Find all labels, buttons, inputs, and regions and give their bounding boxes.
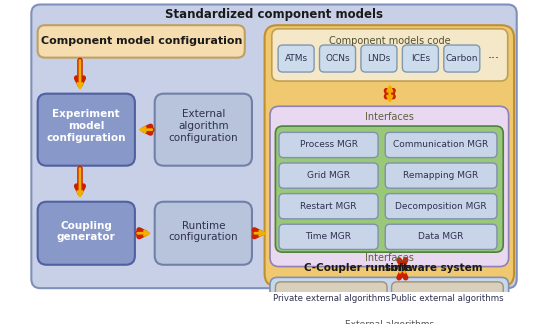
- FancyBboxPatch shape: [361, 45, 397, 72]
- FancyBboxPatch shape: [385, 133, 497, 157]
- FancyBboxPatch shape: [270, 106, 508, 267]
- Text: Restart MGR: Restart MGR: [300, 202, 357, 211]
- FancyBboxPatch shape: [278, 45, 314, 72]
- Text: Interfaces: Interfaces: [365, 112, 414, 122]
- FancyBboxPatch shape: [275, 126, 503, 252]
- Text: Private external algorithms: Private external algorithms: [272, 294, 390, 303]
- Text: Component model configuration: Component model configuration: [40, 36, 242, 46]
- Text: Decomposition MGR: Decomposition MGR: [395, 202, 487, 211]
- Text: Public external algorithms: Public external algorithms: [391, 294, 504, 303]
- Text: Component models code: Component models code: [329, 36, 451, 46]
- Text: External algorithms: External algorithms: [345, 320, 434, 324]
- FancyBboxPatch shape: [38, 202, 135, 265]
- Text: software system: software system: [385, 263, 483, 273]
- Text: ATMs: ATMs: [284, 54, 308, 63]
- FancyBboxPatch shape: [385, 224, 497, 249]
- Text: External
algorithm
configuration: External algorithm configuration: [168, 110, 238, 143]
- Text: Grid MGR: Grid MGR: [307, 171, 350, 180]
- FancyBboxPatch shape: [385, 194, 497, 219]
- Text: Time MGR: Time MGR: [306, 232, 352, 241]
- FancyBboxPatch shape: [32, 5, 517, 288]
- Text: LNDs: LNDs: [367, 54, 391, 63]
- FancyBboxPatch shape: [38, 94, 135, 166]
- FancyBboxPatch shape: [402, 45, 438, 72]
- Text: Data MGR: Data MGR: [419, 232, 464, 241]
- FancyBboxPatch shape: [279, 194, 378, 219]
- Text: Remapping MGR: Remapping MGR: [403, 171, 479, 180]
- FancyBboxPatch shape: [275, 282, 387, 314]
- Text: Standardized component models: Standardized component models: [165, 8, 383, 21]
- Text: OCNs: OCNs: [325, 54, 350, 63]
- Text: Process MGR: Process MGR: [300, 141, 358, 149]
- FancyBboxPatch shape: [319, 45, 355, 72]
- FancyBboxPatch shape: [155, 202, 252, 265]
- FancyBboxPatch shape: [385, 163, 497, 188]
- Text: ICEs: ICEs: [411, 54, 430, 63]
- FancyBboxPatch shape: [264, 25, 514, 286]
- Text: Interfaces: Interfaces: [365, 253, 414, 262]
- Text: Carbon: Carbon: [446, 54, 478, 63]
- FancyBboxPatch shape: [279, 163, 378, 188]
- Text: Communication MGR: Communication MGR: [393, 141, 489, 149]
- FancyBboxPatch shape: [444, 45, 480, 72]
- Text: ···: ···: [487, 52, 499, 65]
- FancyBboxPatch shape: [279, 133, 378, 157]
- Text: Experiment
model
configuration: Experiment model configuration: [46, 110, 126, 143]
- Text: Runtime
configuration: Runtime configuration: [168, 221, 238, 242]
- FancyBboxPatch shape: [38, 25, 245, 58]
- Text: Coupling
generator: Coupling generator: [57, 221, 116, 242]
- FancyBboxPatch shape: [155, 94, 252, 166]
- FancyBboxPatch shape: [391, 282, 503, 314]
- FancyBboxPatch shape: [272, 29, 508, 81]
- Text: C-Coupler runtime: C-Coupler runtime: [304, 263, 412, 273]
- FancyBboxPatch shape: [279, 224, 378, 249]
- FancyBboxPatch shape: [270, 277, 508, 324]
